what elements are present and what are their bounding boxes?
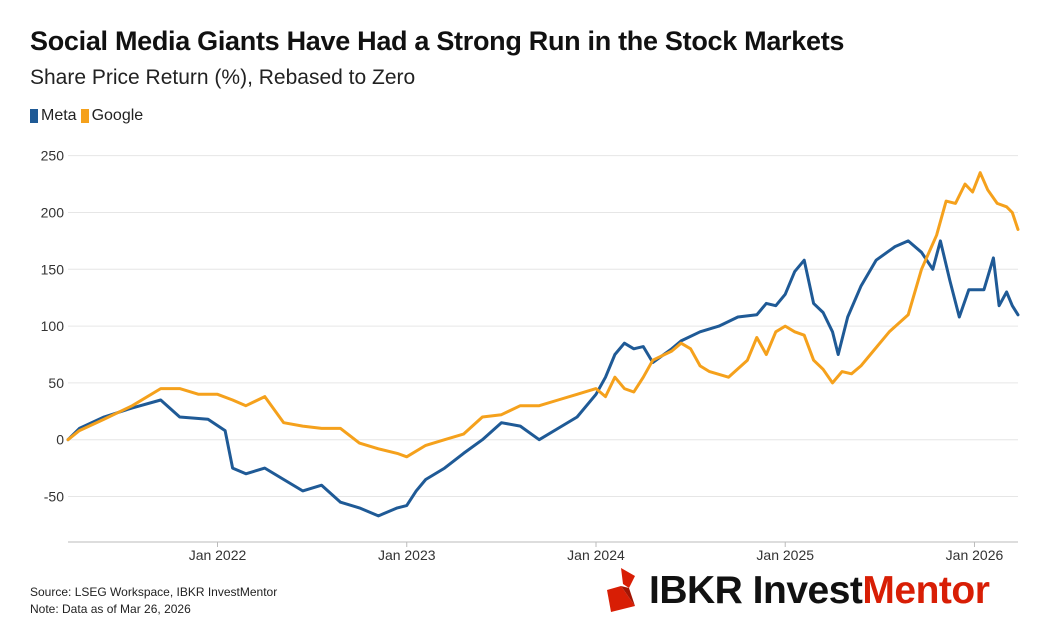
brand-logo: IBKR Invest Mentor — [605, 566, 990, 614]
series-lines — [66, 171, 1020, 518]
y-tick-label: 150 — [41, 261, 65, 277]
chart-title: Social Media Giants Have Had a Strong Ru… — [30, 26, 845, 56]
legend: Meta Google — [30, 107, 143, 125]
legend-label-meta: Meta — [41, 107, 77, 124]
legend-swatch-meta — [30, 109, 38, 123]
x-axis-ticks: Jan 2022 Jan 2023 Jan 2024 Jan 2025 Jan 2026 — [189, 542, 1004, 563]
x-tick-label: Jan 2026 — [946, 547, 1004, 563]
ibkr-logo-icon — [607, 568, 635, 612]
x-tick-label: Jan 2025 — [756, 547, 814, 563]
x-tick-label: Jan 2024 — [567, 547, 625, 563]
brand-text-mentor: Mentor — [862, 568, 990, 612]
y-tick-label: 100 — [41, 318, 65, 334]
y-tick-label: -50 — [44, 489, 64, 505]
legend-item-google: Google — [80, 107, 144, 125]
y-axis-ticks: -50 0 50 100 150 200 250 — [41, 148, 65, 505]
y-tick-label: 200 — [41, 204, 65, 220]
x-tick-label: Jan 2023 — [378, 547, 436, 563]
brand-text-ibkr-invest: IBKR Invest — [649, 568, 863, 612]
legend-swatch-google — [80, 109, 89, 123]
series-line-meta — [66, 239, 1020, 518]
footer: Source: LSEG Workspace, IBKR InvestMento… — [30, 584, 277, 618]
source-text: Source: LSEG Workspace, IBKR InvestMento… — [30, 585, 278, 599]
legend-item-meta: Meta — [30, 107, 77, 125]
x-tick-label: Jan 2022 — [189, 547, 247, 563]
y-tick-label: 50 — [48, 375, 64, 391]
note-text: Note: Data as of Mar 26, 2026 — [30, 602, 191, 616]
chart-subtitle: Share Price Return (%), Rebased to Zero — [30, 66, 416, 89]
legend-label-google: Google — [91, 107, 144, 124]
grid-lines — [68, 155, 1018, 498]
y-tick-label: 0 — [56, 432, 64, 448]
y-tick-label: 250 — [41, 148, 65, 164]
series-line-google — [66, 171, 1020, 459]
